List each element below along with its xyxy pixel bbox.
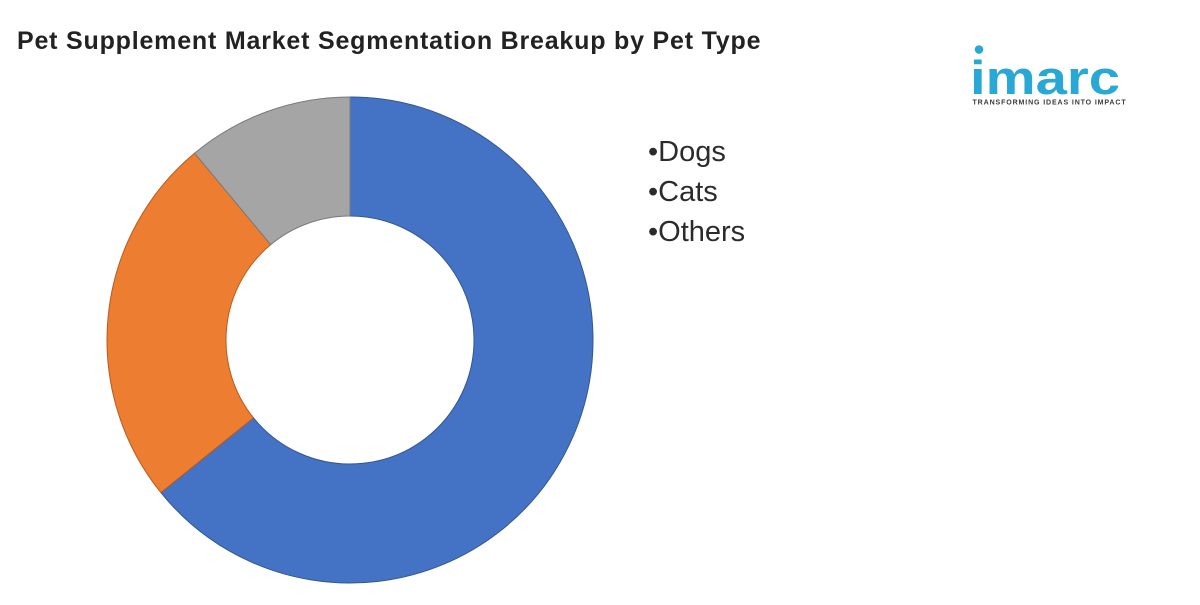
svg-text:TRANSFORMING IDEAS INTO IMPACT: TRANSFORMING IDEAS INTO IMPACT — [973, 100, 1127, 107]
svg-text:imarc: imarc — [970, 51, 1120, 104]
